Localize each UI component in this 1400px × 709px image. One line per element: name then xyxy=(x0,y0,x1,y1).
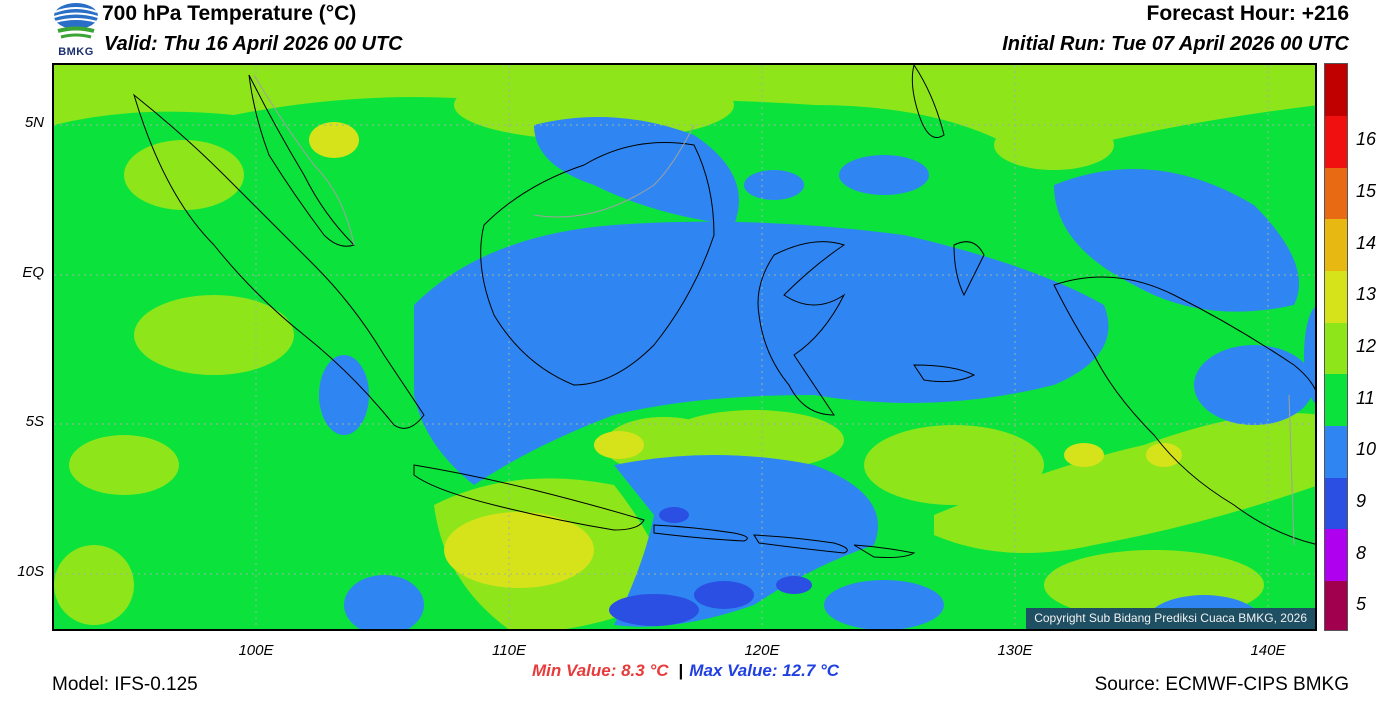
min-value: Min Value: 8.3 °C xyxy=(532,661,669,680)
colorbar-label: 13 xyxy=(1356,284,1377,305)
temperature-field xyxy=(54,65,1315,629)
valid-time: Valid: Thu 16 April 2026 00 UTC xyxy=(104,33,403,55)
colorbar-label: 14 xyxy=(1356,232,1377,253)
temperature-map: Copyright Sub Bidang Prediksi Cuaca BMKG… xyxy=(52,63,1317,631)
copyright-notice: Copyright Sub Bidang Prediksi Cuaca BMKG… xyxy=(1026,608,1315,629)
initial-run: Initial Run: Tue 07 April 2026 00 UTC xyxy=(1002,33,1349,55)
colorbar-label: 11 xyxy=(1356,387,1375,408)
lat-label-5n: 5N xyxy=(24,114,44,131)
lon-label-100e: 100E xyxy=(238,642,274,659)
country-borders xyxy=(253,74,1295,546)
colorbar-segment xyxy=(1325,64,1347,117)
lon-label-110e: 110E xyxy=(492,642,526,659)
colorbar-label: 16 xyxy=(1356,129,1377,150)
bmkg-logo xyxy=(52,2,100,60)
colorbar-label: 9 xyxy=(1356,490,1367,511)
lon-label-140e: 140E xyxy=(1250,642,1286,659)
lat-label-10s: 10S xyxy=(17,563,44,580)
colorbar-segment xyxy=(1325,477,1347,530)
lat-label-eq: EQ xyxy=(22,264,44,281)
model-label: Model: IFS-0.125 xyxy=(52,674,198,695)
colorbar-segment xyxy=(1325,425,1347,478)
logo-text: BMKG xyxy=(58,46,94,58)
source-label: Source: ECMWF-CIPS BMKG xyxy=(1094,674,1349,695)
lon-label-120e: 120E xyxy=(744,642,780,659)
colorbar-segment xyxy=(1325,218,1347,272)
colorbar-segment xyxy=(1325,528,1347,581)
colorbar-label: 12 xyxy=(1356,336,1377,356)
colorbar-label: 15 xyxy=(1356,181,1377,202)
map-title: 700 hPa Temperature (°C) xyxy=(102,2,357,25)
lon-label-130e: 130E xyxy=(997,642,1033,659)
lat-label-5s: 5S xyxy=(25,413,44,430)
colorbar-label: 10 xyxy=(1356,439,1377,460)
colorbar-segment xyxy=(1325,580,1347,630)
min-max-values: Min Value: 8.3 °C | Max Value: 12.7 °C xyxy=(532,661,839,681)
max-value: Max Value: 12.7 °C xyxy=(689,661,840,680)
colorbar-label: 8 xyxy=(1356,542,1367,563)
colorbar-segment xyxy=(1325,270,1347,323)
colorbar-segment xyxy=(1325,167,1347,220)
colorbar-segment xyxy=(1325,322,1347,375)
colorbar-segment xyxy=(1325,373,1347,426)
coastlines xyxy=(133,65,1315,558)
value-separator: | xyxy=(678,661,684,680)
colorbar-segment xyxy=(1325,115,1347,168)
colorbar-label: 5 xyxy=(1356,594,1367,615)
map-grid xyxy=(54,65,1315,629)
temperature-colorbar xyxy=(1324,63,1348,631)
forecast-hour: Forecast Hour: +216 xyxy=(1146,2,1350,25)
